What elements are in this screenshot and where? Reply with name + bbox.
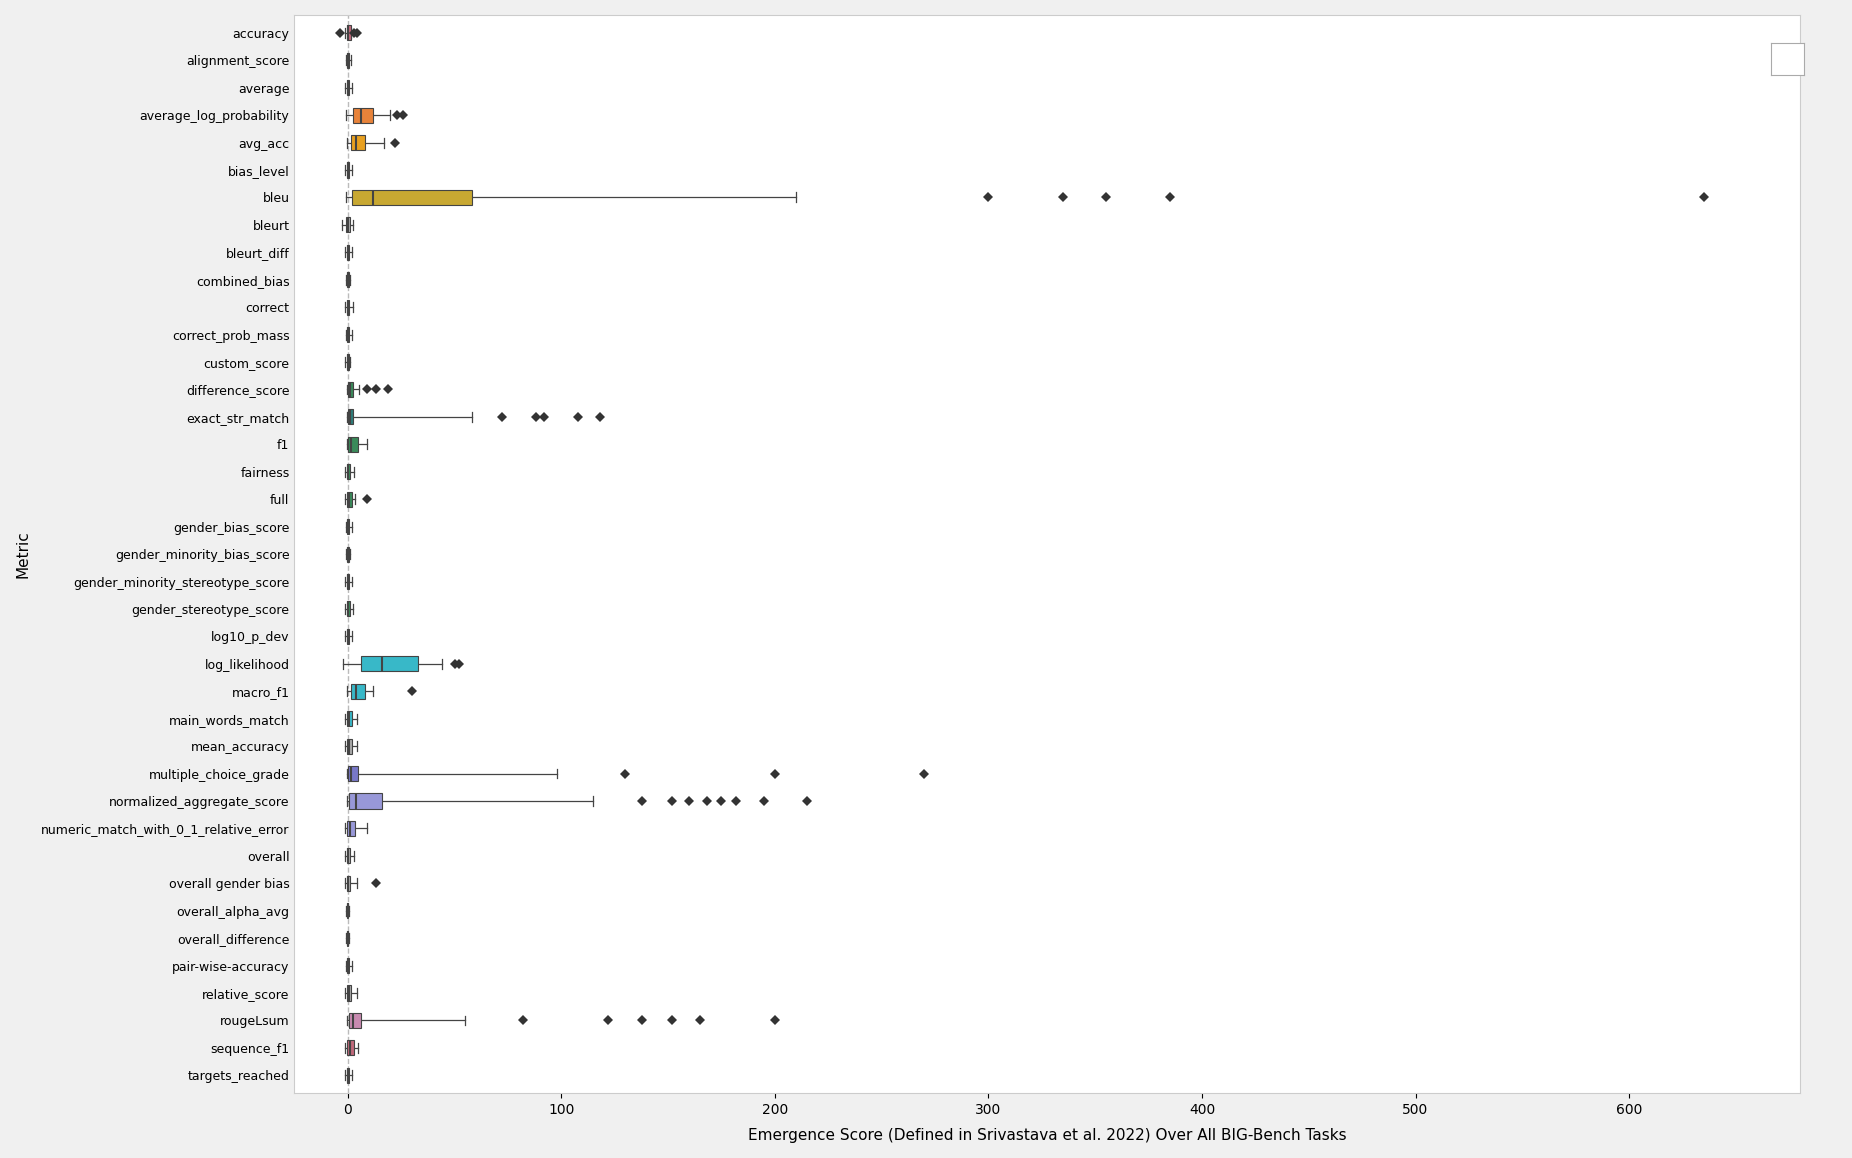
Bar: [346, 711, 352, 726]
Bar: [346, 80, 350, 95]
Bar: [346, 162, 350, 177]
Bar: [348, 765, 359, 782]
Bar: [346, 1040, 354, 1055]
Bar: [352, 190, 472, 205]
Bar: [350, 683, 365, 698]
Bar: [348, 410, 354, 425]
Bar: [346, 218, 350, 233]
X-axis label: Emergence Score (Defined in Srivastava et al. 2022) Over All BIG-Bench Tasks: Emergence Score (Defined in Srivastava e…: [748, 1128, 1346, 1143]
Bar: [346, 519, 350, 534]
Bar: [346, 629, 350, 644]
Bar: [348, 793, 382, 808]
Bar: [346, 244, 350, 259]
Bar: [348, 382, 354, 397]
Bar: [354, 108, 374, 123]
Bar: [348, 1013, 361, 1028]
Bar: [346, 327, 350, 342]
Bar: [346, 492, 352, 507]
Bar: [346, 1068, 350, 1083]
Bar: [346, 958, 350, 973]
Y-axis label: Metric: Metric: [15, 530, 30, 578]
Bar: [346, 985, 350, 1001]
Bar: [346, 821, 356, 836]
Bar: [361, 657, 419, 672]
Bar: [346, 875, 350, 891]
Bar: [346, 574, 350, 589]
Bar: [350, 135, 365, 151]
Bar: [346, 25, 350, 41]
Bar: [346, 300, 348, 315]
Bar: [346, 53, 350, 68]
Bar: [346, 739, 352, 754]
Bar: [346, 464, 350, 479]
Bar: [348, 437, 359, 452]
Bar: [346, 849, 350, 864]
Bar: [346, 601, 350, 616]
